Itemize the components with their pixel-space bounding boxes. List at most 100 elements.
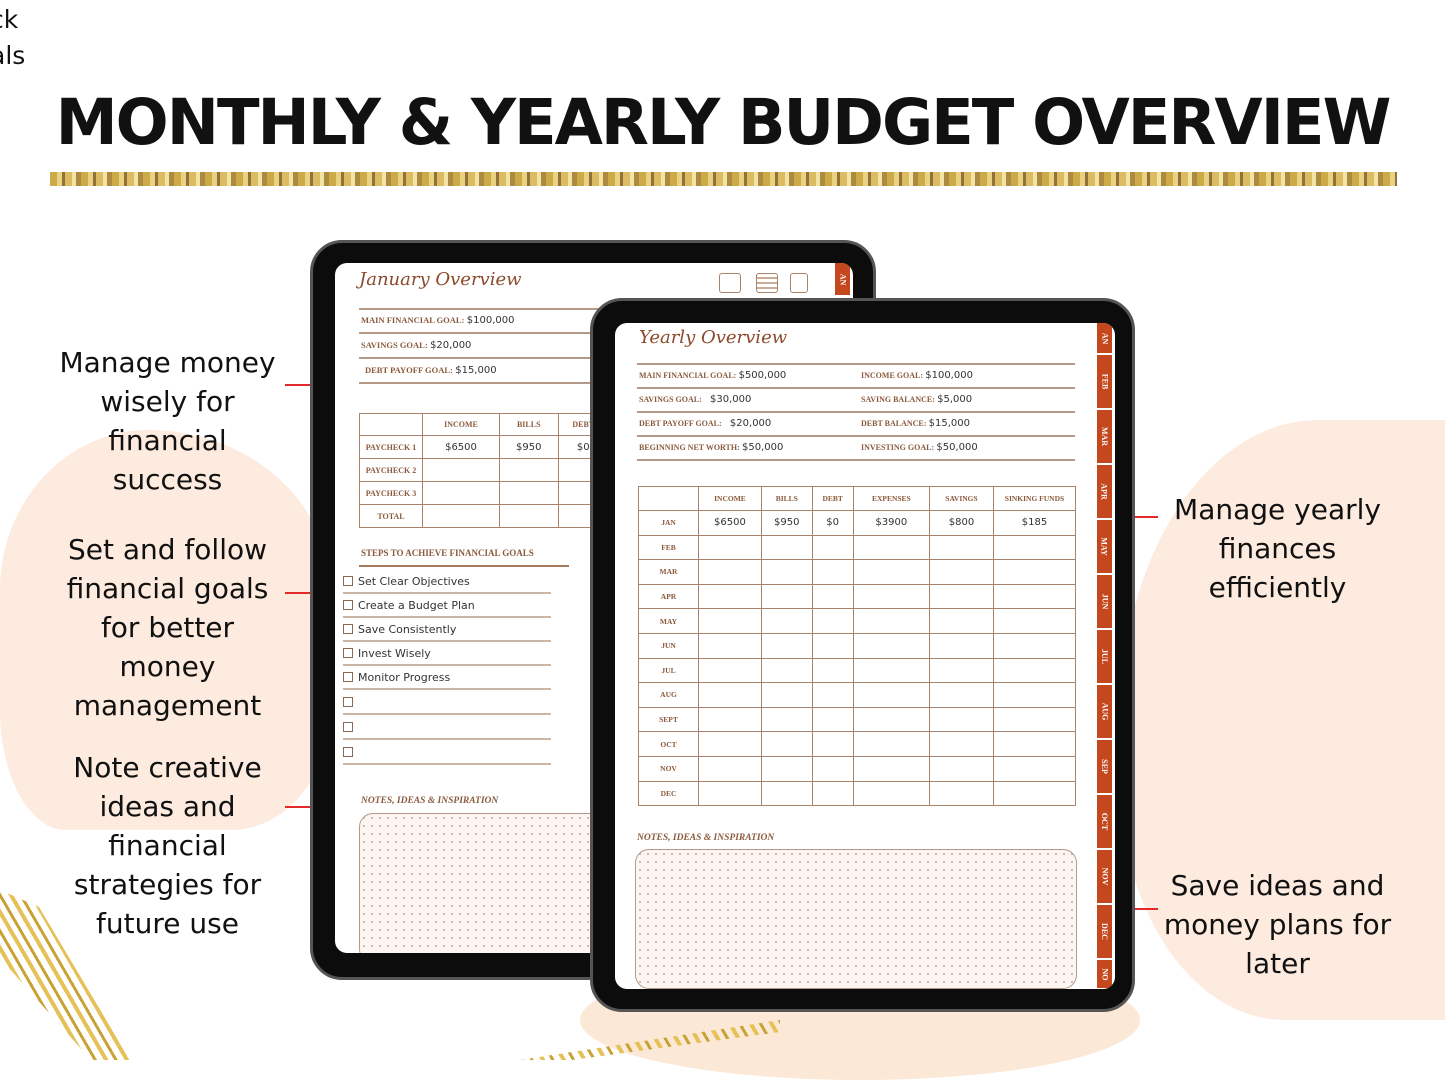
table-cell[interactable] <box>698 632 762 659</box>
table-cell[interactable] <box>993 657 1076 684</box>
table-cell[interactable] <box>811 706 854 733</box>
month-tab-jan[interactable]: AN <box>835 263 850 297</box>
table-cell[interactable]: $950 <box>498 435 559 459</box>
table-cell[interactable]: $3900 <box>852 510 930 536</box>
table-cell[interactable] <box>852 632 930 659</box>
goal-value[interactable]: $15,000 <box>455 365 497 376</box>
table-cell[interactable] <box>760 731 813 757</box>
table-cell[interactable] <box>928 559 995 585</box>
table-cell[interactable] <box>928 731 995 757</box>
step-item[interactable]: Invest Wisely <box>343 642 551 666</box>
month-tab-oct[interactable]: OCT <box>1097 795 1112 850</box>
goal-value[interactable]: $100,000 <box>466 315 515 326</box>
goal-value[interactable]: $50,000 <box>936 442 978 453</box>
table-cell[interactable] <box>852 706 930 733</box>
table-cell[interactable] <box>993 608 1076 634</box>
month-tab-mar[interactable]: MAR <box>1097 410 1112 465</box>
table-cell[interactable] <box>698 731 762 757</box>
table-cell[interactable] <box>993 534 1076 561</box>
step-item[interactable] <box>343 741 551 765</box>
table-cell[interactable] <box>760 632 813 659</box>
table-cell[interactable] <box>698 534 762 561</box>
table-cell[interactable] <box>498 481 559 505</box>
month-tab-nov[interactable]: NOV <box>1097 850 1112 905</box>
table-cell[interactable] <box>852 682 930 708</box>
table-cell[interactable] <box>811 534 854 561</box>
checkbox[interactable] <box>343 624 353 634</box>
table-cell[interactable] <box>760 534 813 561</box>
table-cell[interactable] <box>928 706 995 733</box>
table-cell[interactable] <box>422 458 500 482</box>
table-cell[interactable] <box>811 780 854 807</box>
table-cell[interactable] <box>993 632 1076 659</box>
table-cell[interactable] <box>760 608 813 634</box>
notes-dot-grid[interactable] <box>635 849 1077 989</box>
table-cell[interactable]: $6500 <box>698 510 762 536</box>
table-cell[interactable] <box>498 458 559 482</box>
table-cell[interactable] <box>811 657 854 684</box>
table-cell[interactable] <box>993 731 1076 757</box>
table-cell[interactable] <box>928 682 995 708</box>
checkbox[interactable] <box>343 697 353 707</box>
goal-value[interactable]: $100,000 <box>925 370 973 381</box>
table-cell[interactable] <box>993 706 1076 733</box>
month-tab-apr[interactable]: APR <box>1097 465 1112 520</box>
month-tab-dec[interactable]: DEC <box>1097 905 1112 960</box>
table-cell[interactable]: $950 <box>760 510 813 536</box>
table-cell[interactable] <box>852 583 930 610</box>
table-cell[interactable] <box>698 608 762 634</box>
table-cell[interactable] <box>993 583 1076 610</box>
month-tab-jun[interactable]: JUN <box>1097 575 1112 630</box>
table-cell[interactable] <box>811 583 854 610</box>
table-cell[interactable] <box>760 583 813 610</box>
goal-value[interactable]: $30,000 <box>710 394 752 405</box>
goal-value[interactable]: $15,000 <box>928 418 971 429</box>
checkbox[interactable] <box>343 747 353 757</box>
table-cell[interactable]: $800 <box>928 510 995 536</box>
table-cell[interactable] <box>928 534 995 561</box>
table-cell[interactable] <box>993 780 1076 807</box>
calendar-365-icon[interactable] <box>719 273 741 293</box>
table-cell[interactable] <box>811 632 854 659</box>
table-cell[interactable] <box>811 755 854 782</box>
table-cell[interactable]: $0 <box>811 510 854 536</box>
table-cell[interactable] <box>422 504 500 528</box>
table-cell[interactable] <box>928 583 995 610</box>
goal-value[interactable]: $5,000 <box>937 394 973 405</box>
table-cell[interactable] <box>928 780 995 807</box>
goal-value[interactable]: $20,000 <box>430 340 472 351</box>
step-item[interactable] <box>343 691 551 715</box>
table-cell[interactable] <box>852 780 930 807</box>
document-search-icon[interactable] <box>790 273 808 293</box>
table-cell[interactable] <box>852 608 930 634</box>
table-cell[interactable] <box>852 755 930 782</box>
month-tab-an[interactable]: AN <box>1097 323 1112 355</box>
step-item[interactable]: Set Clear Objectives <box>343 570 551 594</box>
table-cell[interactable] <box>698 583 762 610</box>
month-tab-feb[interactable]: FEB <box>1097 355 1112 410</box>
table-cell[interactable] <box>811 682 854 708</box>
step-item[interactable]: Save Consistently <box>343 618 551 642</box>
table-cell[interactable] <box>760 657 813 684</box>
table-cell[interactable] <box>422 481 500 505</box>
table-cell[interactable] <box>811 608 854 634</box>
month-tab-no[interactable]: NO <box>1097 960 1112 989</box>
table-cell[interactable] <box>698 706 762 733</box>
table-cell[interactable] <box>698 682 762 708</box>
table-cell[interactable] <box>928 657 995 684</box>
table-cell[interactable] <box>698 657 762 684</box>
table-cell[interactable] <box>760 559 813 585</box>
table-cell[interactable] <box>698 780 762 807</box>
checkbox[interactable] <box>343 576 353 586</box>
table-cell[interactable] <box>698 559 762 585</box>
table-cell[interactable] <box>928 632 995 659</box>
table-cell[interactable]: $185 <box>993 510 1076 536</box>
table-cell[interactable] <box>852 657 930 684</box>
table-cell[interactable] <box>852 534 930 561</box>
step-item[interactable]: Create a Budget Plan <box>343 594 551 618</box>
checkbox[interactable] <box>343 648 353 658</box>
table-cell[interactable] <box>928 608 995 634</box>
month-tab-aug[interactable]: AUG <box>1097 685 1112 740</box>
checkbox[interactable] <box>343 722 353 732</box>
table-cell[interactable] <box>852 559 930 585</box>
